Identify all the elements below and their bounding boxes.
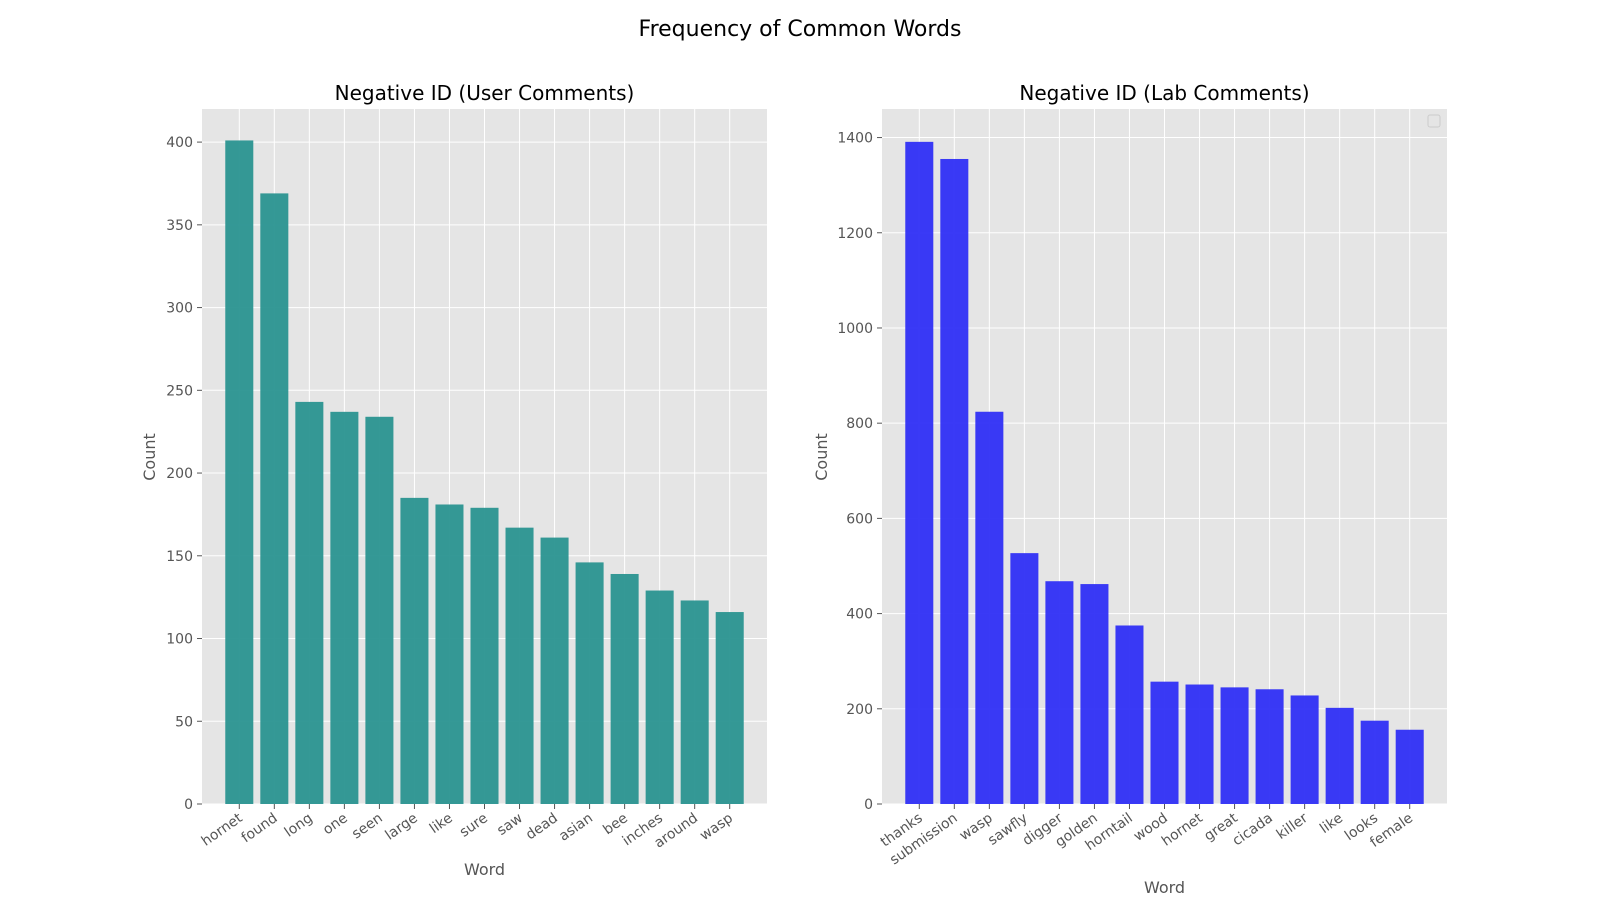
bar-sawfly <box>1010 553 1039 804</box>
bar-killer <box>1290 695 1319 804</box>
y-tick-label: 400 <box>846 607 873 623</box>
x-tick-label-sure: sure <box>457 810 491 840</box>
bar-sure <box>470 507 499 804</box>
bar-submission <box>940 158 969 804</box>
bar-like <box>435 504 464 804</box>
bar-around <box>680 600 709 804</box>
y-axis-label-lab: Count <box>812 433 831 481</box>
bar-found <box>260 193 289 805</box>
bar-wasp <box>975 411 1004 804</box>
bar-large <box>400 497 429 804</box>
y-tick-label: 600 <box>846 511 873 527</box>
bar-bee <box>610 573 639 804</box>
bar-seen <box>365 416 394 804</box>
bar-looks <box>1360 720 1389 804</box>
bar-hornet <box>1185 684 1214 804</box>
x-tick-label-long: long <box>282 810 316 840</box>
bar-wood <box>1150 681 1179 804</box>
bar-one <box>330 411 359 804</box>
bar-asian <box>575 562 604 804</box>
x-tick-label-seen: seen <box>349 810 386 842</box>
chart-title-lab: Negative ID (Lab Comments) <box>1019 81 1309 105</box>
x-tick-label-asian: asian <box>556 810 596 844</box>
bar-digger <box>1045 581 1074 804</box>
y-tick-label: 300 <box>166 301 193 317</box>
x-tick-label-like: like <box>1317 810 1346 837</box>
legend-box <box>1427 114 1441 128</box>
x-axis-label-lab: Word <box>1144 878 1185 897</box>
y-tick-label: 800 <box>846 416 873 432</box>
y-tick-label: 250 <box>166 383 193 399</box>
x-tick-label-cicada: cicada <box>1230 810 1276 849</box>
figure-title: Frequency of Common Words <box>639 17 962 42</box>
y-tick-label: 1200 <box>837 226 873 242</box>
x-tick-label-found: found <box>239 810 281 846</box>
y-tick-label: 400 <box>166 135 193 151</box>
x-tick-label-wasp: wasp <box>697 810 736 844</box>
bar-golden <box>1080 584 1109 804</box>
bar-like <box>1325 707 1354 804</box>
bar-inches <box>645 590 674 804</box>
y-tick-label: 0 <box>184 797 193 813</box>
y-tick-label: 50 <box>175 714 193 730</box>
bar-saw <box>505 527 534 804</box>
bar-cicada <box>1255 689 1284 804</box>
bar-horntail <box>1115 625 1144 804</box>
bar-wasp <box>715 612 744 804</box>
bar-great <box>1220 687 1249 804</box>
y-tick-label: 0 <box>864 797 873 813</box>
y-tick-label: 1400 <box>837 131 873 147</box>
x-tick-label-hornet: hornet <box>1159 810 1206 850</box>
x-tick-label-large: large <box>382 810 420 843</box>
bar-thanks <box>905 141 934 804</box>
x-axis-label-user: Word <box>464 860 505 879</box>
bar-hornet <box>225 140 254 804</box>
x-tick-label-killer: killer <box>1274 810 1311 843</box>
y-tick-label: 350 <box>166 218 193 234</box>
y-tick-label: 200 <box>166 466 193 482</box>
x-tick-label-dead: dead <box>523 810 561 843</box>
x-tick-label-hornet: hornet <box>199 810 246 850</box>
x-tick-label-saw: saw <box>494 810 526 839</box>
y-tick-label: 1000 <box>837 321 873 337</box>
y-tick-label: 150 <box>166 549 193 565</box>
chart-title-user: Negative ID (User Comments) <box>335 81 635 105</box>
x-tick-label-like: like <box>427 810 456 837</box>
y-axis-label-user: Count <box>140 433 159 481</box>
y-tick-label: 100 <box>166 632 193 648</box>
y-tick-label: 200 <box>846 702 873 718</box>
bar-female <box>1395 729 1424 804</box>
bar-dead <box>540 537 569 804</box>
x-tick-label-one: one <box>320 810 351 838</box>
bar-long <box>295 401 324 804</box>
